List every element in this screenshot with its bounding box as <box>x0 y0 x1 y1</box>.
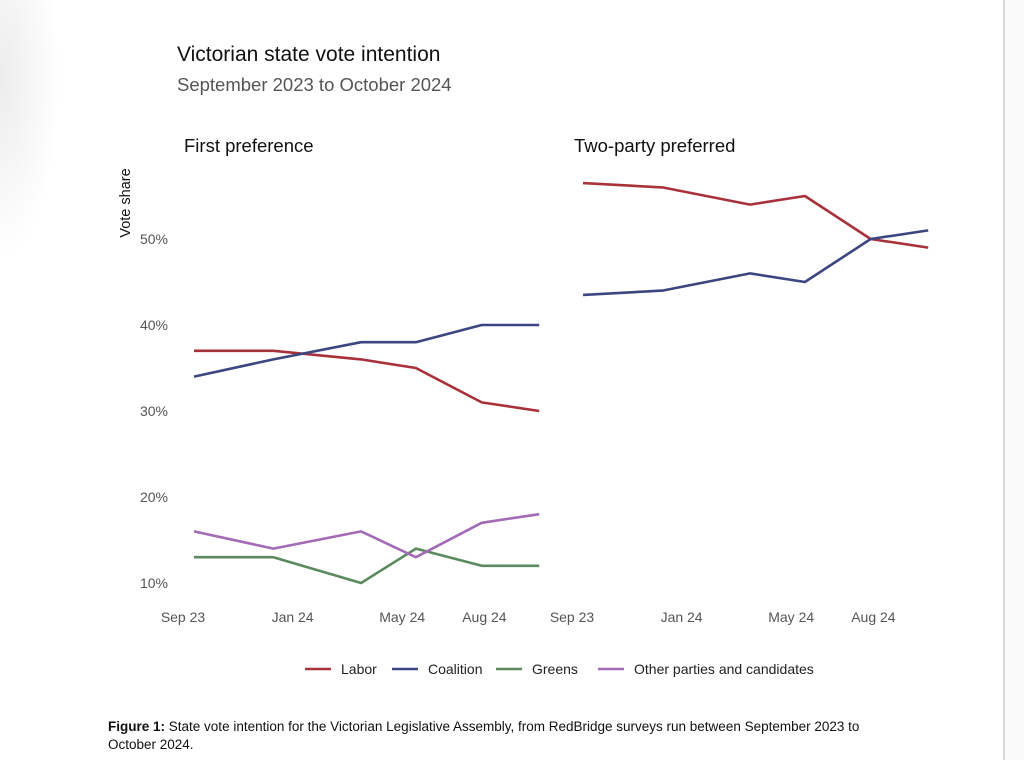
y-tick-label: 50% <box>140 231 168 247</box>
figure-caption: Figure 1: State vote intention for the V… <box>108 718 908 754</box>
y-tick-label: 30% <box>140 403 168 419</box>
x-tick-label: May 24 <box>768 609 814 625</box>
series-line-labor-fp <box>194 349 540 413</box>
x-tick-label: Aug 24 <box>851 609 896 625</box>
y-tick-label: 10% <box>140 575 168 591</box>
chart-subtitle: September 2023 to October 2024 <box>177 74 452 95</box>
y-tick-label: 40% <box>140 317 168 333</box>
y-tick-label: 20% <box>140 489 168 505</box>
caption-label: Figure 1: <box>108 719 166 734</box>
series-line-labor-tpp <box>582 181 929 249</box>
panel-title-first-preference: First preference <box>184 135 314 156</box>
chart-title: Victorian state vote intention <box>177 43 440 66</box>
caption-text: State vote intention for the Victorian L… <box>108 719 860 752</box>
page-shadow <box>0 0 60 260</box>
x-tick-label: Jan 24 <box>272 609 314 625</box>
x-tick-label: Sep 23 <box>550 609 595 625</box>
x-tick-label: May 24 <box>379 609 425 625</box>
x-tick-label: Sep 23 <box>161 609 206 625</box>
page-margin <box>1005 0 1024 760</box>
x-tick-label: Jan 24 <box>661 609 703 625</box>
y-axis-label: Vote share <box>118 168 134 237</box>
series-line-greens-fp <box>194 547 540 585</box>
page-edge-divider <box>1003 0 1005 760</box>
legend-label: Labor <box>341 661 377 677</box>
x-tick-label: Aug 24 <box>462 609 507 625</box>
series-line-coalition-tpp <box>582 229 929 297</box>
series-line-coalition-fp <box>193 323 540 378</box>
series-line-other-fp <box>193 512 540 559</box>
legend-label: Greens <box>532 661 578 677</box>
panel-title-two-party-preferred: Two-party preferred <box>574 135 735 156</box>
legend-label: Other parties and candidates <box>634 661 814 677</box>
legend-label: Coalition <box>428 661 482 677</box>
